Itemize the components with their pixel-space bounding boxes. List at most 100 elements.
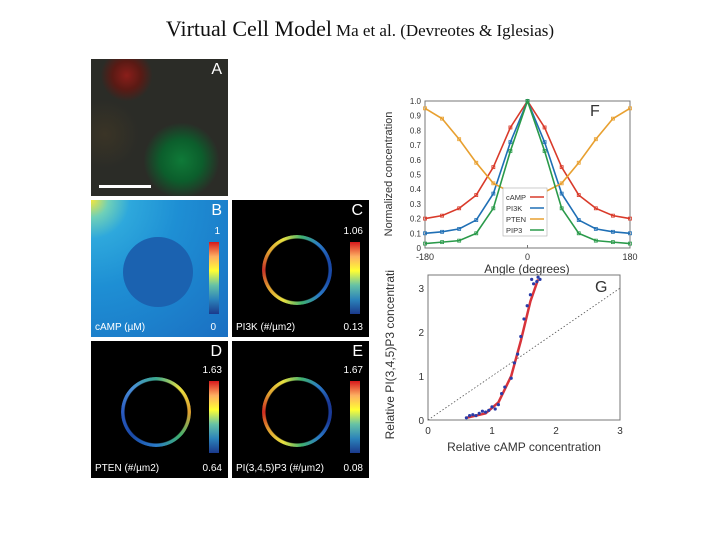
y-tick-label: 0.8	[410, 126, 422, 135]
panel-e-min: 0.08	[343, 463, 363, 474]
data-point	[474, 160, 479, 165]
data-point	[440, 116, 444, 121]
panel-b-label: B	[211, 202, 222, 219]
membrane-ring	[262, 235, 332, 305]
data-point	[474, 414, 478, 418]
panel-a-label: A	[211, 61, 222, 78]
y-tick-label: 0.9	[410, 112, 422, 121]
data-point	[491, 181, 496, 186]
panel-d-max: 1.63	[202, 365, 222, 376]
data-point	[559, 191, 564, 196]
membrane-ring	[121, 377, 191, 447]
data-point	[559, 206, 564, 211]
data-point	[474, 231, 479, 236]
chart-g-frame	[427, 274, 621, 421]
data-point	[471, 413, 475, 417]
panel-e-caption: PI(3,4,5)P3 (#/µm2)	[236, 463, 325, 474]
data-point	[500, 392, 504, 396]
data-point	[559, 181, 564, 186]
panel-c-colorbar	[350, 242, 360, 314]
data-point	[508, 149, 513, 153]
chart-g-xlabel: Relative cAMP concentration	[447, 440, 601, 454]
reference-line	[427, 287, 621, 421]
panel-c-min: 0.13	[343, 322, 363, 333]
chart-f: F Angle (degrees) Normalized concentrati…	[383, 97, 638, 276]
y-tick-label: 0.1	[410, 229, 422, 238]
panel-b-max: 1	[214, 226, 220, 237]
title-authors: Ma et al. (Devreotes & Iglesias)	[336, 21, 555, 40]
y-tick-label: 0.7	[410, 141, 422, 150]
data-point	[525, 304, 529, 308]
data-point	[457, 226, 462, 231]
membrane-ring	[262, 377, 332, 447]
data-point	[423, 231, 427, 236]
x-tick-label: 0	[425, 426, 431, 437]
chart-g-ylabel: Relative PI(3,4,5)P3 concentration	[383, 270, 397, 439]
data-point	[542, 140, 547, 145]
y-tick-label: 0.5	[410, 171, 422, 180]
title-main: Virtual Cell Model	[165, 16, 332, 41]
panel-e-colorbar	[350, 381, 360, 453]
data-point	[532, 282, 536, 286]
panel-b-caption: cAMP (µM)	[95, 322, 146, 333]
data-point	[530, 277, 534, 281]
data-point	[477, 411, 481, 416]
data-point	[576, 160, 581, 165]
x-tick-label: 180	[622, 252, 637, 262]
legend-label: cAMP	[506, 193, 526, 202]
data-point	[538, 277, 542, 281]
y-tick-label: 0	[417, 244, 422, 253]
data-point	[576, 218, 581, 222]
y-tick-label: 2	[418, 328, 424, 339]
data-point	[519, 334, 523, 339]
data-point	[593, 206, 598, 211]
legend-box	[502, 187, 548, 237]
legend-label: PIP3	[506, 226, 522, 235]
data-point	[474, 218, 479, 222]
data-point	[423, 216, 427, 221]
data-point	[576, 231, 581, 236]
data-point	[493, 407, 497, 411]
x-tick-label: 1	[489, 426, 495, 437]
legend-label: PTEN	[506, 215, 526, 224]
chart-f-ylabel: Normalized concentration	[383, 112, 395, 237]
y-tick-label: 0.4	[410, 185, 422, 194]
x-tick-label: 0	[525, 252, 530, 262]
series-line-pip3	[424, 98, 631, 245]
chart-f-xlabel: Angle (degrees)	[484, 262, 569, 276]
panel-d-min: 0.64	[202, 463, 222, 474]
data-point	[576, 193, 581, 197]
data-point	[628, 216, 632, 221]
data-point	[440, 240, 444, 245]
data-point	[457, 238, 462, 243]
data-point	[525, 99, 530, 103]
data-point	[491, 206, 496, 211]
data-point	[440, 213, 444, 218]
data-point	[468, 414, 472, 418]
panel-c-caption: PI3K (#/µm2)	[236, 322, 296, 333]
panel-a-micrograph: A	[91, 59, 228, 196]
panel-b-min: 0	[210, 322, 216, 333]
panel-d-caption: PTEN (#/µm2)	[95, 463, 160, 474]
data-point	[516, 352, 520, 356]
data-point	[628, 106, 632, 111]
data-point	[508, 125, 513, 130]
data-point	[611, 116, 615, 121]
data-point	[440, 229, 444, 234]
data-point	[611, 240, 615, 245]
y-tick-label: 0	[418, 416, 424, 427]
data-point	[628, 231, 632, 236]
panel-d-label: D	[210, 343, 222, 360]
chart-g-label: G	[595, 279, 607, 296]
panel-c-label: C	[351, 202, 363, 219]
x-tick-label: 3	[617, 426, 623, 437]
data-point	[508, 140, 513, 145]
data-point	[480, 409, 484, 413]
data-point	[496, 403, 500, 407]
data-point	[611, 213, 615, 218]
data-point	[535, 279, 539, 284]
x-tick-label: -180	[416, 252, 434, 262]
data-point	[559, 165, 564, 170]
data-point	[542, 149, 547, 153]
data-point	[593, 226, 598, 231]
